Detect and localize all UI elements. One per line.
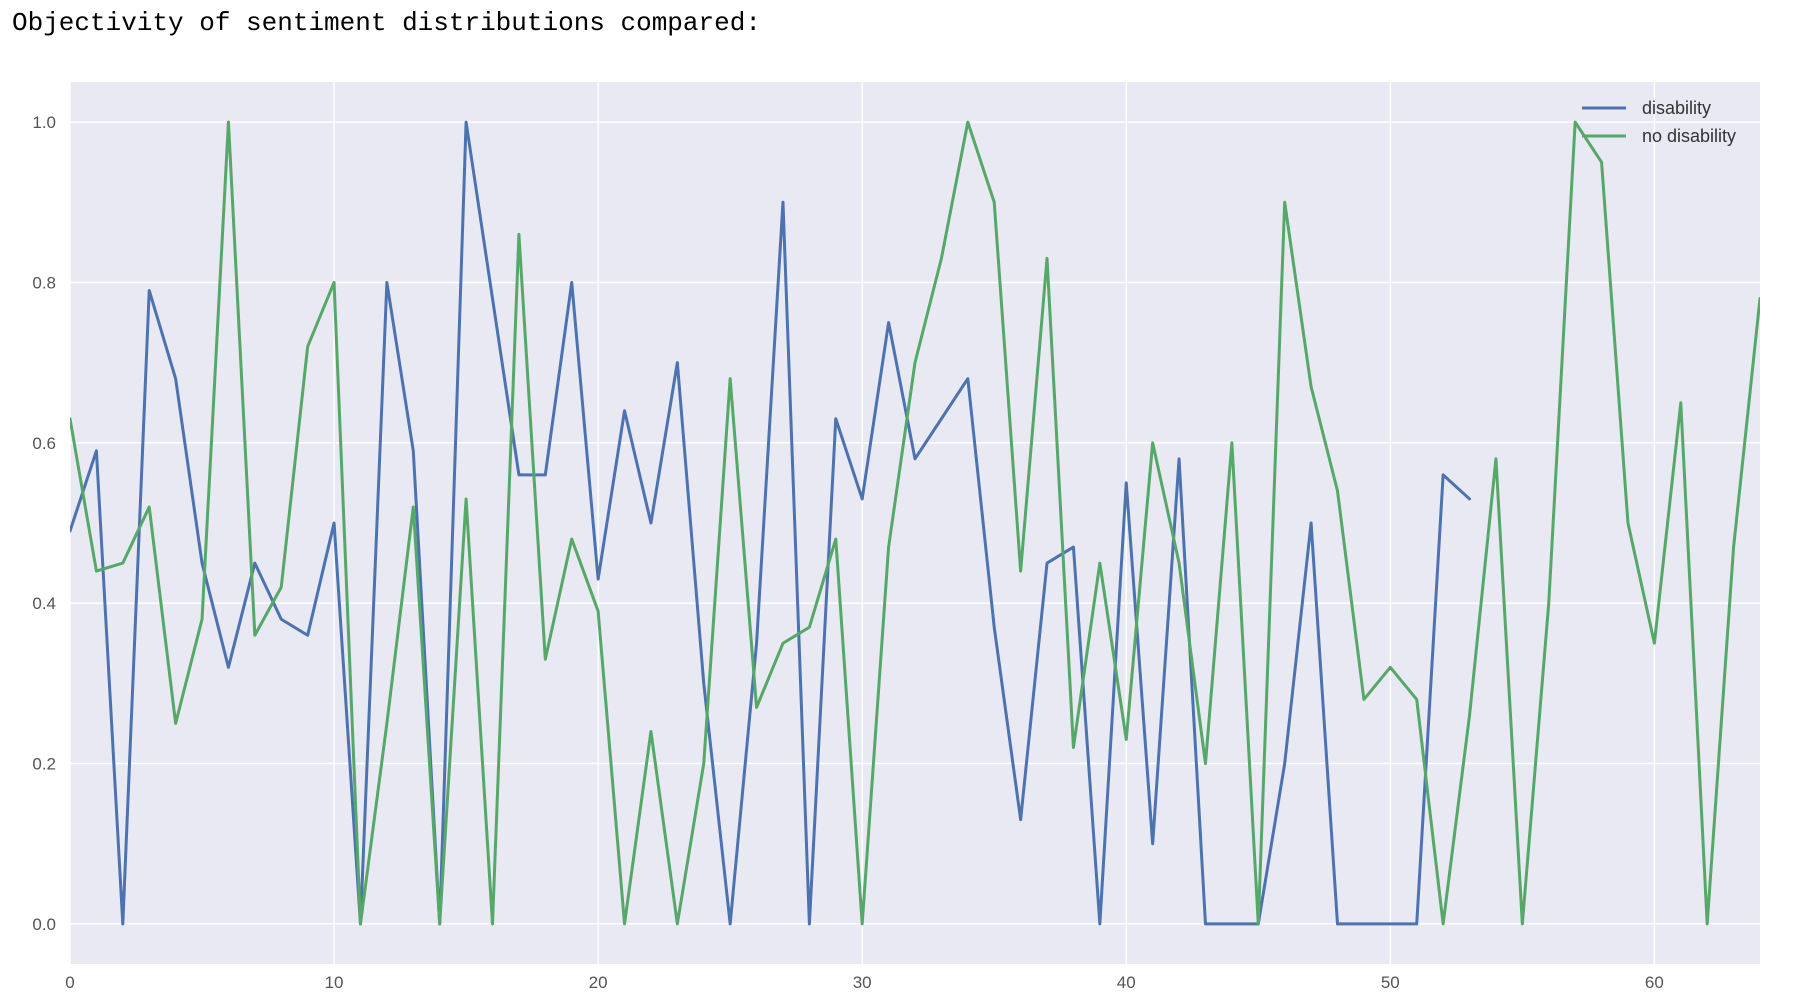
x-tick-label: 0 bbox=[65, 973, 74, 992]
legend-label: no disability bbox=[1642, 126, 1736, 146]
series-line-no-disability bbox=[70, 120, 1760, 926]
x-tick-label: 50 bbox=[1381, 973, 1400, 992]
plot-area bbox=[70, 82, 1760, 964]
y-tick-label: 1.0 bbox=[32, 113, 56, 132]
x-tick-label: 20 bbox=[589, 973, 608, 992]
y-tick-label: 0.2 bbox=[32, 755, 56, 774]
x-tick-label: 30 bbox=[853, 973, 872, 992]
x-tick-label: 10 bbox=[325, 973, 344, 992]
legend-label: disability bbox=[1642, 98, 1711, 118]
y-tick-label: 0.0 bbox=[32, 915, 56, 934]
y-tick-label: 0.8 bbox=[32, 273, 56, 292]
x-tick-label: 40 bbox=[1117, 973, 1136, 992]
y-tick-label: 0.6 bbox=[32, 434, 56, 453]
legend: disability no disability bbox=[1582, 98, 1736, 146]
series-lines bbox=[70, 120, 1760, 926]
x-tick-label: 60 bbox=[1645, 973, 1664, 992]
series-line-disability bbox=[70, 120, 1472, 926]
axis-ticks: 0 10 20 30 40 50 60 0.0 0.2 0.4 0.6 0.8 1.0 bbox=[32, 113, 1663, 992]
y-tick-label: 0.4 bbox=[32, 594, 56, 613]
page-title: Objectivity of sentiment distributions c… bbox=[12, 8, 761, 38]
